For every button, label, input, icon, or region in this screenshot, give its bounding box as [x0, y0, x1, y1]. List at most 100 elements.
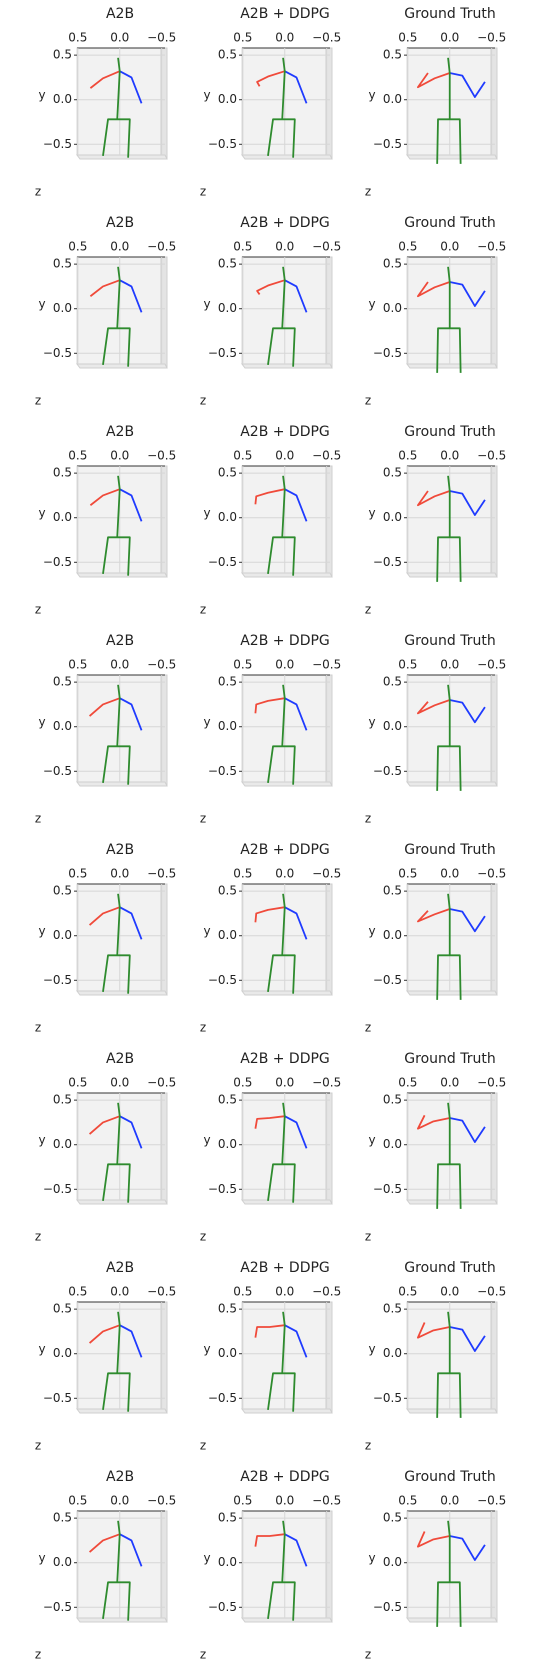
- z-axis-label: z: [200, 1648, 206, 1662]
- floor: [242, 573, 332, 577]
- y-axis-label: y: [368, 1342, 375, 1356]
- subplot-title: A2B: [106, 633, 134, 649]
- z-axis-label: z: [35, 394, 41, 408]
- subplot: Ground Truth0.50.0−0.50.50.0−0.5yz: [365, 1260, 506, 1453]
- subplot-title: A2B: [106, 1260, 134, 1276]
- y-tick-label: 0.0: [53, 1137, 72, 1151]
- x-tick-label: 0.5: [398, 1076, 417, 1090]
- floor: [407, 573, 497, 577]
- subplot: A2B + DDPG0.50.0−0.50.50.0−0.5yz: [200, 633, 341, 826]
- x-tick-label: 0.5: [233, 658, 252, 672]
- pane: [407, 1511, 495, 1618]
- subplot-title: A2B: [106, 424, 134, 440]
- x-tick-label: −0.5: [312, 1494, 341, 1508]
- x-tick-label: −0.5: [312, 867, 341, 881]
- y-tick-label: 0.0: [53, 301, 72, 315]
- subplot: A2B + DDPG0.50.0−0.50.50.0−0.5yz: [200, 424, 341, 617]
- z-axis-label: z: [35, 812, 41, 826]
- subplot: A2B + DDPG0.50.0−0.50.50.0−0.5yz: [200, 215, 341, 408]
- y-tick-label: 0.5: [218, 1093, 237, 1107]
- y-tick-label: −0.5: [208, 555, 237, 569]
- y-tick-label: −0.5: [208, 346, 237, 360]
- y-tick-label: 0.0: [53, 1346, 72, 1360]
- x-tick-label: 0.5: [68, 31, 87, 45]
- y-tick-label: 0.0: [53, 92, 72, 106]
- y-tick-label: −0.5: [208, 1391, 237, 1405]
- x-tick-label: −0.5: [147, 1076, 176, 1090]
- y-tick-label: −0.5: [43, 973, 72, 987]
- x-tick-label: 0.0: [275, 1076, 294, 1090]
- y-tick-label: 0.5: [383, 48, 402, 62]
- y-tick-label: 0.0: [218, 719, 237, 733]
- y-axis-label: y: [38, 924, 45, 938]
- pane: [77, 1093, 165, 1200]
- x-tick-label: 0.0: [440, 1076, 459, 1090]
- subplot-title: Ground Truth: [404, 842, 495, 858]
- x-tick-label: 0.0: [275, 867, 294, 881]
- x-tick-label: 0.0: [440, 240, 459, 254]
- y-tick-label: 0.5: [218, 466, 237, 480]
- floor: [77, 1200, 167, 1204]
- x-tick-label: −0.5: [147, 1494, 176, 1508]
- y-tick-label: 0.5: [383, 1302, 402, 1316]
- y-axis-label: y: [38, 1551, 45, 1565]
- subplot: A2B0.50.0−0.50.50.0−0.5yz: [35, 842, 176, 1035]
- y-axis-label: y: [203, 924, 210, 938]
- y-tick-label: 0.0: [53, 1555, 72, 1569]
- x-tick-label: 0.5: [68, 240, 87, 254]
- x-tick-label: 0.5: [68, 449, 87, 463]
- subplot-title: Ground Truth: [404, 1051, 495, 1067]
- y-axis-label: y: [203, 715, 210, 729]
- subplot-title: A2B: [106, 1051, 134, 1067]
- y-tick-label: 0.5: [53, 675, 72, 689]
- y-axis-label: y: [203, 1342, 210, 1356]
- pane: [77, 675, 165, 782]
- y-tick-label: 0.0: [218, 1555, 237, 1569]
- x-tick-label: 0.5: [233, 31, 252, 45]
- pane: [407, 48, 495, 155]
- z-axis-label: z: [200, 394, 206, 408]
- floor: [77, 1409, 167, 1413]
- y-tick-label: −0.5: [373, 555, 402, 569]
- x-tick-label: −0.5: [147, 449, 176, 463]
- x-tick-label: −0.5: [147, 658, 176, 672]
- y-tick-label: 0.0: [383, 1137, 402, 1151]
- subplot: A2B0.50.0−0.50.50.0−0.5yz: [35, 1260, 176, 1453]
- y-tick-label: 0.0: [53, 510, 72, 524]
- pane: [242, 466, 330, 573]
- pane: [77, 466, 165, 573]
- y-tick-label: −0.5: [208, 764, 237, 778]
- x-tick-label: −0.5: [477, 240, 506, 254]
- subplot: Ground Truth0.50.0−0.50.50.0−0.5yz: [365, 1051, 506, 1244]
- y-axis-label: y: [368, 88, 375, 102]
- x-tick-label: 0.5: [398, 867, 417, 881]
- y-tick-label: −0.5: [43, 346, 72, 360]
- y-tick-label: 0.0: [383, 1555, 402, 1569]
- x-tick-label: 0.0: [110, 658, 129, 672]
- x-tick-label: 0.0: [275, 31, 294, 45]
- subplot: A2B0.50.0−0.50.50.0−0.5yz: [35, 1469, 176, 1662]
- y-tick-label: −0.5: [208, 1182, 237, 1196]
- subplot-title: A2B: [106, 6, 134, 22]
- x-tick-label: 0.0: [440, 449, 459, 463]
- floor: [407, 1618, 497, 1622]
- y-tick-label: 0.0: [218, 1346, 237, 1360]
- x-tick-label: −0.5: [477, 658, 506, 672]
- y-tick-label: 0.0: [218, 1137, 237, 1151]
- x-tick-label: 0.5: [398, 31, 417, 45]
- x-tick-label: 0.5: [68, 1285, 87, 1299]
- y-tick-label: 0.5: [383, 1511, 402, 1525]
- pane: [242, 884, 330, 991]
- x-tick-label: 0.0: [110, 240, 129, 254]
- z-axis-label: z: [200, 1021, 206, 1035]
- y-axis-label: y: [38, 506, 45, 520]
- y-axis-label: y: [368, 506, 375, 520]
- x-tick-label: 0.0: [110, 1285, 129, 1299]
- subplot-title: A2B: [106, 842, 134, 858]
- subplot: A2B + DDPG0.50.0−0.50.50.0−0.5yz: [200, 842, 341, 1035]
- y-tick-label: −0.5: [373, 137, 402, 151]
- x-tick-label: −0.5: [312, 1285, 341, 1299]
- subplot: Ground Truth0.50.0−0.50.50.0−0.5yz: [365, 215, 506, 408]
- y-axis-label: y: [38, 1342, 45, 1356]
